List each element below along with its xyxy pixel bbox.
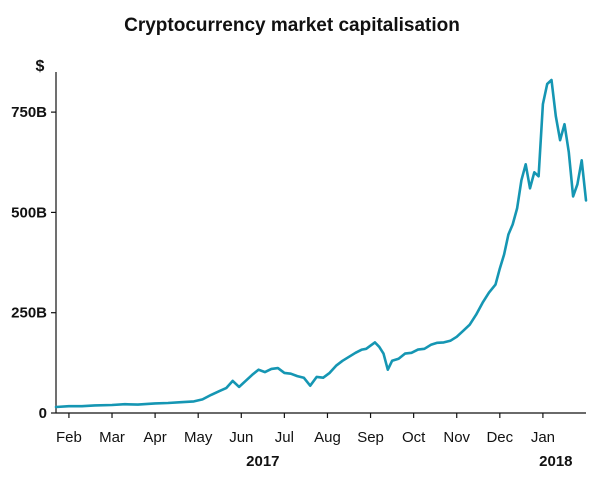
year-labels: 2017 2018 [246,453,572,470]
y-axis-label: $ [36,58,45,75]
x-tick-label: May [184,429,213,446]
year-label: 2018 [539,453,572,470]
y-ticks: 0 250B 500B 750B [11,104,56,422]
x-tick-label: Jul [275,429,294,446]
x-tick-label: Dec [486,429,513,446]
market-cap-series-line [54,78,588,409]
x-ticks: Feb Mar Apr May Jun Jul Aug Sep Oct Nov Dec Jan [56,413,555,446]
year-label: 2017 [246,453,279,470]
x-tick-label: Nov [443,429,470,446]
chart-title: Cryptocurrency market capitalisation [124,15,460,36]
x-tick-label: Jan [531,429,555,446]
x-tick-label: Feb [56,429,82,446]
x-tick-label: Sep [357,429,384,446]
x-tick-label: Mar [99,429,125,446]
y-tick-label: 750B [11,104,47,121]
x-tick-label: Aug [314,429,341,446]
x-tick-label: Jun [229,429,253,446]
x-tick-label: Oct [402,429,426,446]
y-tick-label: 0 [39,405,47,422]
x-tick-label: Apr [143,429,166,446]
y-tick-label: 500B [11,204,47,221]
y-tick-label: 250B [11,305,47,322]
